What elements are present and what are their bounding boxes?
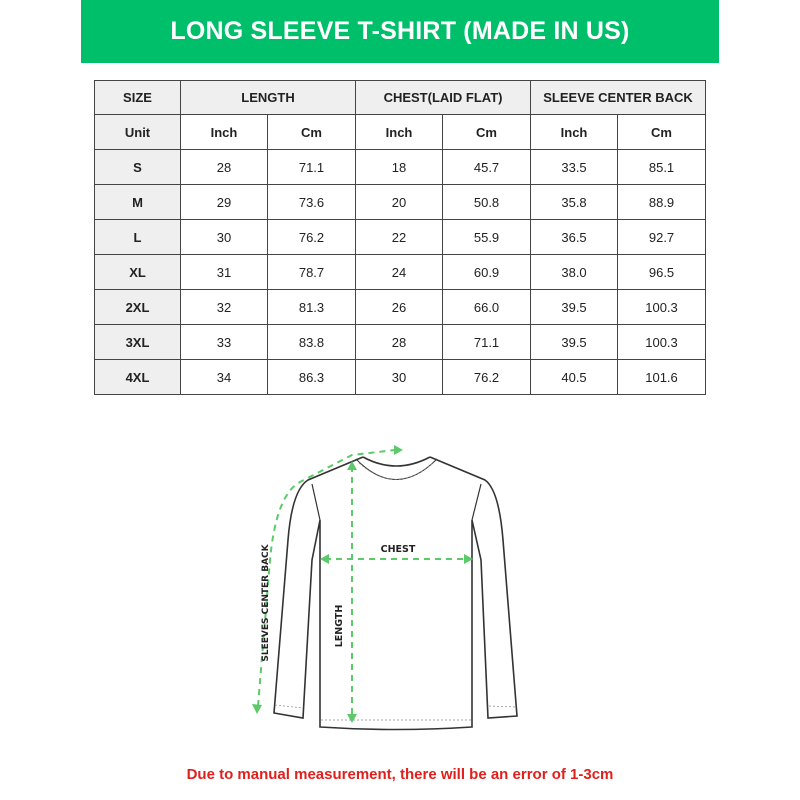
value-cell: 55.9 [442,219,532,255]
sleeve-label: SLEEVES CENTER BACK [261,543,271,661]
value-cell: 86.3 [266,359,357,395]
value-cell: 31 [180,254,268,290]
value-cell: 83.8 [266,324,357,360]
shirt-outline [273,456,518,731]
value-cell: 26 [355,289,444,325]
size-table: SIZE LENGTH CHEST(LAID FLAT) SLEEVE CENT… [94,80,707,395]
value-cell: 92.7 [617,219,707,255]
unit-label: Unit [94,114,181,150]
unit-cell: Inch [355,114,444,150]
length-label: LENGTH [334,605,345,648]
table-row: 4XL 34 86.3 30 76.2 40.5 101.6 [94,359,707,395]
value-cell: 20 [355,184,444,220]
table-row: 3XL 33 83.8 28 71.1 39.5 100.3 [94,324,707,360]
value-cell: 38.0 [530,254,619,290]
value-cell: 22 [355,219,444,255]
unit-cell: Cm [266,114,357,150]
value-cell: 34 [180,359,268,395]
header-length: LENGTH [179,80,357,115]
header-size: SIZE [94,80,181,115]
value-cell: 100.3 [617,324,707,360]
table-row: M 29 73.6 20 50.8 35.8 88.9 [94,184,707,220]
page-title: LONG SLEEVE T-SHIRT (MADE IN US) [170,17,630,45]
size-cell: 3XL [94,324,181,360]
value-cell: 66.0 [442,289,532,325]
value-cell: 40.5 [530,359,619,395]
value-cell: 39.5 [530,324,619,360]
unit-row: Unit Inch Cm Inch Cm Inch Cm [94,114,707,150]
header-sleeve: SLEEVE CENTER BACK [530,80,707,115]
header-chest: CHEST(LAID FLAT) [355,80,532,115]
value-cell: 78.7 [266,254,357,290]
table-row: L 30 76.2 22 55.9 36.5 92.7 [94,219,707,255]
value-cell: 81.3 [266,289,357,325]
sleeve-arrow [257,449,396,707]
value-cell: 39.5 [530,289,619,325]
size-cell: 2XL [94,289,181,325]
value-cell: 101.6 [617,359,707,395]
value-cell: 100.3 [617,289,707,325]
value-cell: 71.1 [266,149,357,185]
title-banner: LONG SLEEVE T-SHIRT (MADE IN US) [81,0,719,63]
value-cell: 33 [180,324,268,360]
value-cell: 18 [355,149,444,185]
size-cell: M [94,184,181,220]
value-cell: 30 [180,219,268,255]
value-cell: 85.1 [617,149,707,185]
header-row: SIZE LENGTH CHEST(LAID FLAT) SLEEVE CENT… [94,80,707,115]
value-cell: 50.8 [442,184,532,220]
value-cell: 30 [355,359,444,395]
arrow-heads [252,445,473,723]
chest-label: CHEST [381,544,416,555]
measure-arrows [257,449,468,718]
unit-cell: Inch [530,114,619,150]
unit-cell: Inch [180,114,268,150]
size-cell: XL [94,254,181,290]
value-cell: 76.2 [266,219,357,255]
unit-cell: Cm [442,114,532,150]
size-cell: 4XL [94,359,181,395]
measurement-note: Due to manual measurement, there will be… [186,766,614,783]
value-cell: 96.5 [617,254,707,290]
value-cell: 29 [180,184,268,220]
value-cell: 24 [355,254,444,290]
value-cell: 76.2 [442,359,532,395]
value-cell: 36.5 [530,219,619,255]
size-cell: S [94,149,181,185]
